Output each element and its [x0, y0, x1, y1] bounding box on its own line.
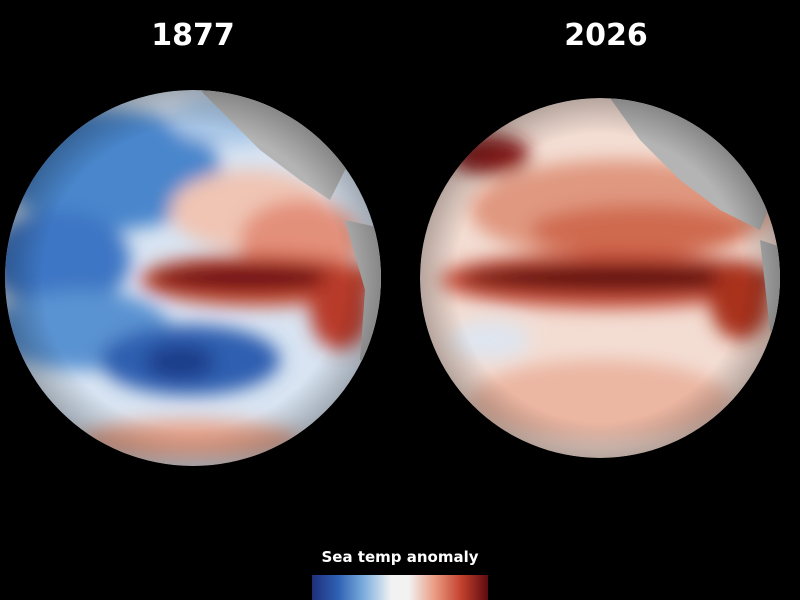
globe — [5, 90, 381, 466]
colorbar — [312, 575, 488, 600]
panel-title: 1877 — [151, 18, 235, 53]
legend-title: Sea temp anomaly — [321, 548, 478, 566]
globe — [420, 98, 780, 458]
panel-title: 2026 — [564, 18, 648, 53]
